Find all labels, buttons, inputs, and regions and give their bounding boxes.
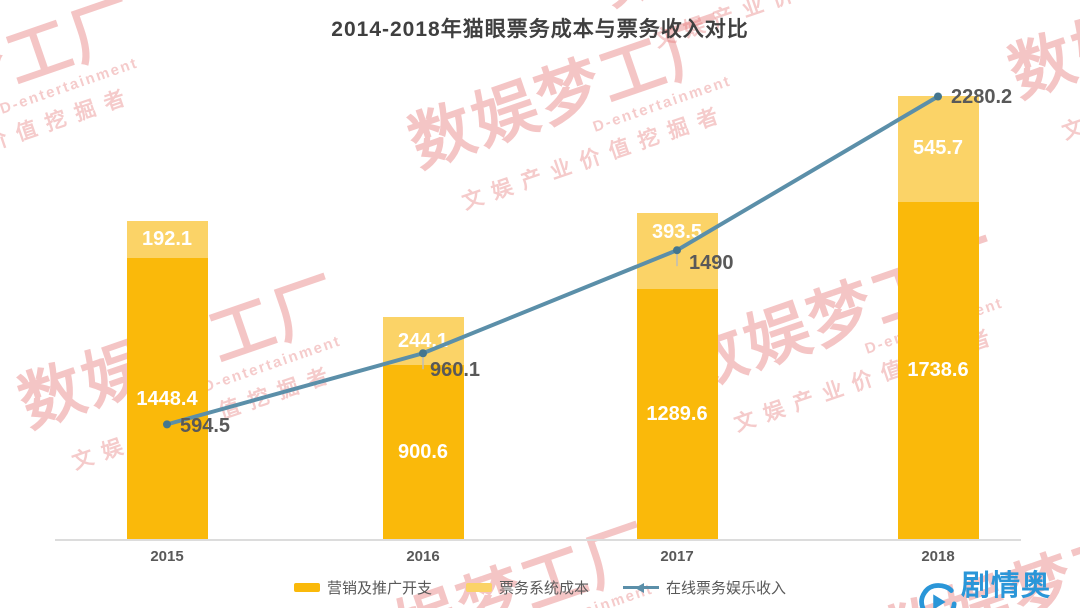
x-axis-line (55, 539, 1021, 541)
line-value-label: 2280.2 (951, 85, 1013, 108)
x-axis-label-2018: 2018 (921, 548, 955, 565)
bar-value-label: 393.5 (651, 221, 703, 244)
chart-legend: 营销及推广开支 票务系统成本 在线票务娱乐收入 (0, 577, 1080, 598)
bar-segment-ticket-system-2015: 192.1 (126, 220, 208, 259)
legend-item-2: 在线票务娱乐收入 (623, 577, 786, 598)
brand-logo: 剧情奥秘 (918, 562, 1080, 608)
x-axis-label-2015: 2015 (150, 548, 184, 565)
play-swirl-icon (918, 582, 958, 608)
bar-value-label: 1738.6 (907, 359, 969, 382)
legend-item-0: 营销及推广开支 (293, 577, 432, 598)
bar-segment-marketing-2018: 1738.6 (897, 201, 979, 540)
line-point-marker (673, 246, 681, 255)
bar-value-label: 545.7 (912, 137, 964, 160)
legend-line-marker (635, 583, 644, 593)
x-axis-label-2016: 2016 (406, 548, 440, 565)
legend-line-icon (623, 583, 659, 593)
line-point-marker (163, 420, 171, 429)
legend-item-1: 票务系统成本 (465, 577, 589, 598)
legend-label: 营销及推广开支 (326, 580, 432, 597)
legend-label: 在线票务娱乐收入 (666, 580, 787, 597)
revenue-line (166, 94, 940, 427)
bar-segment-marketing-2015: 1448.4 (126, 258, 208, 540)
brand-logo-text: 剧情奥秘 (961, 570, 1052, 602)
line-point-marker (934, 92, 942, 101)
legend-swatch-icon (293, 583, 320, 592)
bar-segment-marketing-2017: 1289.6 (636, 289, 718, 540)
bar-value-label: 1448.4 (136, 387, 198, 410)
chart-title: 2014-2018年猫眼票务成本与票务收入对比 (331, 18, 749, 41)
bar-segment-marketing-2016: 900.6 (382, 364, 464, 540)
line-point-marker (419, 349, 427, 358)
bar-value-label: 900.6 (397, 440, 449, 463)
legend-label: 票务系统成本 (498, 580, 589, 597)
line-value-label: 960.1 (430, 359, 481, 382)
line-value-label: 1490 (689, 252, 734, 275)
bar-value-label: 192.1 (141, 228, 193, 251)
x-axis-label-2017: 2017 (660, 548, 694, 565)
bar-value-label: 1289.6 (646, 403, 708, 426)
legend-swatch-icon (465, 583, 492, 592)
line-value-label: 594.5 (180, 415, 231, 438)
